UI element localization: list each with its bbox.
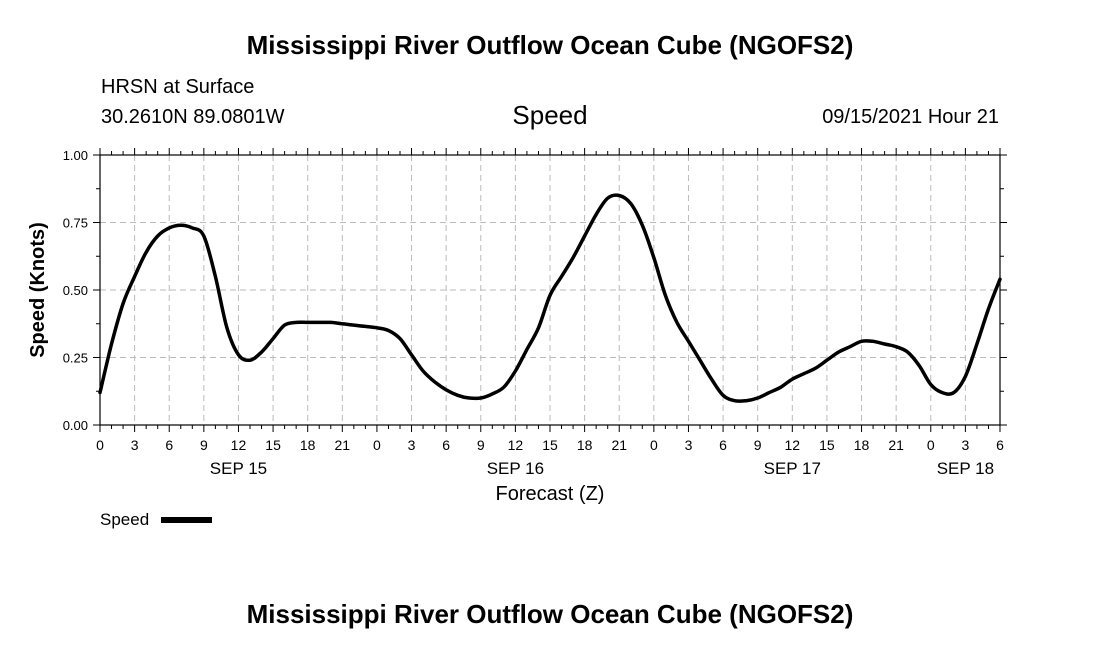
x-tick-label: 12 [231,437,247,453]
date-label: SEP 18 [937,459,994,478]
x-tick-label: 18 [854,437,870,453]
date-label: SEP 16 [487,459,544,478]
coordinates-label: 30.2610N 89.0801W [101,106,285,128]
axis-ticks [93,148,1007,432]
axis-labels: 0.00 0.25 0.50 0.75 1.00 0 3 6 9 12 15 18 21 0 3 6 9 12 15… [63,148,1004,478]
date-label: SEP 15 [210,459,267,478]
x-tick-label: 0 [96,437,104,453]
x-tick-label: 9 [477,437,485,453]
x-tick-label: 0 [373,437,381,453]
x-tick-label: 3 [685,437,693,453]
y-tick-label: 0.00 [63,418,88,433]
series-group [98,193,1002,403]
x-tick-label: 15 [819,437,835,453]
x-tick-label: 18 [300,437,316,453]
x-tick-label: 6 [165,437,173,453]
y-tick-label: 0.75 [63,216,88,231]
y-tick-label: 1.00 [63,148,88,163]
variable-title: Speed [512,100,588,130]
x-tick-label: 0 [927,437,935,453]
x-tick-label: 21 [335,437,351,453]
legend-label: Speed [100,510,149,529]
x-tick-label: 9 [200,437,208,453]
x-tick-label: 0 [650,437,658,453]
y-tick-label: 0.25 [63,351,88,366]
x-tick-label: 3 [131,437,139,453]
x-tick-label: 6 [442,437,450,453]
x-tick-label: 15 [265,437,281,453]
x-tick-label: 21 [888,437,904,453]
station-label: HRSN at Surface [101,76,255,98]
footer-title: Mississippi River Outflow Ocean Cube (NG… [246,599,854,629]
y-axis-title: Speed (Knots) [27,222,49,358]
gridlines [100,155,1000,425]
y-tick-label: 0.50 [63,283,88,298]
x-tick-label: 15 [542,437,558,453]
x-axis-title: Forecast (Z) [496,483,605,505]
forecast-datetime: 09/15/2021 Hour 21 [822,106,999,128]
x-tick-label: 3 [961,437,969,453]
x-tick-label: 12 [508,437,524,453]
x-tick-label: 6 [996,437,1004,453]
x-tick-label: 3 [408,437,416,453]
x-tick-label: 12 [785,437,801,453]
x-tick-label: 18 [577,437,593,453]
x-tick-label: 21 [611,437,627,453]
x-tick-label: 9 [754,437,762,453]
chart-title: Mississippi River Outflow Ocean Cube (NG… [246,30,854,60]
speed-series-line [98,193,1002,403]
date-label: SEP 17 [764,459,821,478]
x-tick-label: 6 [719,437,727,453]
